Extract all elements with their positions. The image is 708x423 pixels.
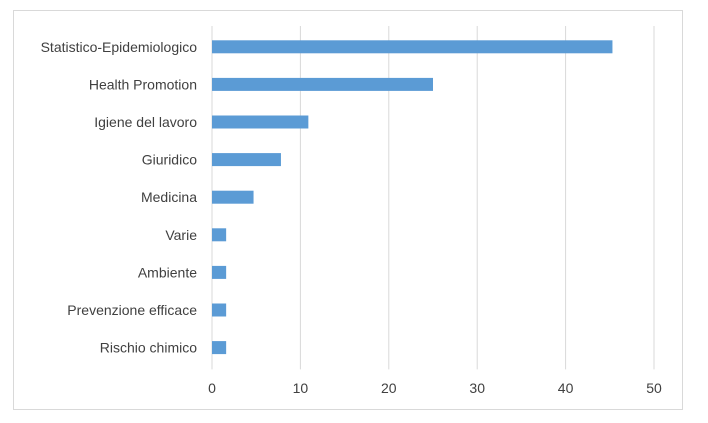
x-tick-label-40: 40 bbox=[558, 380, 574, 396]
bar-prevenzione-efficace bbox=[212, 303, 227, 317]
bar-statistico-epidemiologico bbox=[212, 40, 613, 54]
bar-igiene-del-lavoro bbox=[212, 115, 309, 129]
category-label-varie: Varie bbox=[165, 227, 197, 243]
category-label-medicina: Medicina bbox=[141, 189, 197, 205]
category-label-health-promotion: Health Promotion bbox=[89, 76, 197, 92]
category-label-igiene-del-lavoro: Igiene del lavoro bbox=[94, 114, 197, 130]
x-axis-tick-labels: 0 10 20 30 40 50 bbox=[208, 380, 662, 396]
bars bbox=[212, 40, 613, 355]
category-label-statistico-epidemiologico: Statistico-Epidemiologico bbox=[41, 39, 198, 55]
bar-medicina bbox=[212, 190, 254, 204]
bar-varie bbox=[212, 228, 227, 242]
chart-frame bbox=[13, 10, 683, 410]
category-labels: Statistico-Epidemiologico Health Promotio… bbox=[41, 39, 198, 356]
category-label-giuridico: Giuridico bbox=[142, 152, 197, 168]
category-label-prevenzione-efficace: Prevenzione efficace bbox=[67, 302, 197, 318]
bar-ambiente bbox=[212, 265, 227, 279]
category-label-rischio-chimico: Rischio chimico bbox=[100, 340, 197, 356]
x-tick-label-10: 10 bbox=[293, 380, 309, 396]
bar-health-promotion bbox=[212, 77, 433, 91]
x-tick-label-50: 50 bbox=[646, 380, 662, 396]
x-tick-label-20: 20 bbox=[381, 380, 397, 396]
category-label-ambiente: Ambiente bbox=[138, 264, 197, 280]
bar-rischio-chimico bbox=[212, 341, 227, 355]
x-tick-label-30: 30 bbox=[469, 380, 485, 396]
bar-giuridico bbox=[212, 153, 281, 167]
x-tick-label-0: 0 bbox=[208, 380, 216, 396]
grid-lines bbox=[211, 26, 655, 370]
